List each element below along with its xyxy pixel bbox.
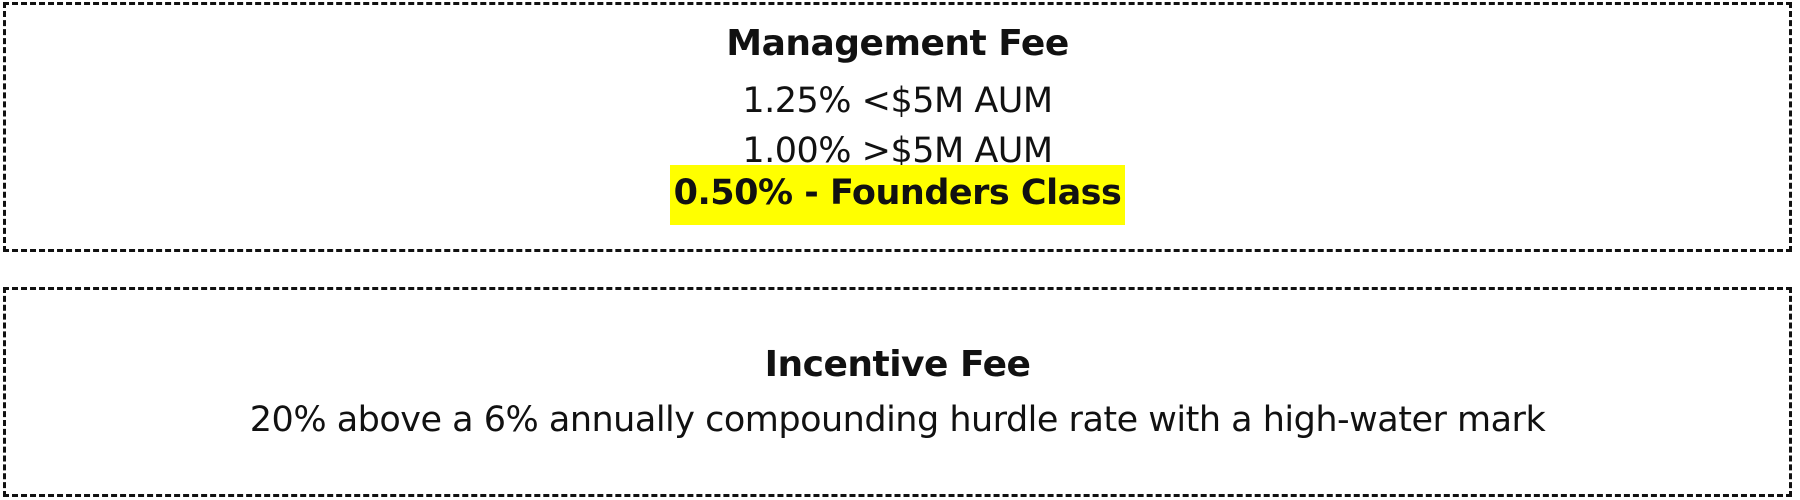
incentive-fee-box: Incentive Fee 20% above a 6% annually co… — [3, 287, 1792, 497]
fee-tier-under-5m: 1.25% <$5M AUM — [742, 81, 1053, 121]
incentive-fee-description: 20% above a 6% annually compounding hurd… — [249, 400, 1546, 440]
incentive-fee-title: Incentive Fee — [764, 344, 1031, 385]
management-fee-box: Management Fee 1.25% <$5M AUM 1.00% >$5M… — [3, 2, 1792, 252]
founders-class-highlight: 0.50% - Founders Class — [669, 165, 1126, 225]
management-fee-title: Management Fee — [726, 23, 1069, 64]
fee-tier-over-5m: 1.00% >$5M AUM — [742, 131, 1053, 171]
